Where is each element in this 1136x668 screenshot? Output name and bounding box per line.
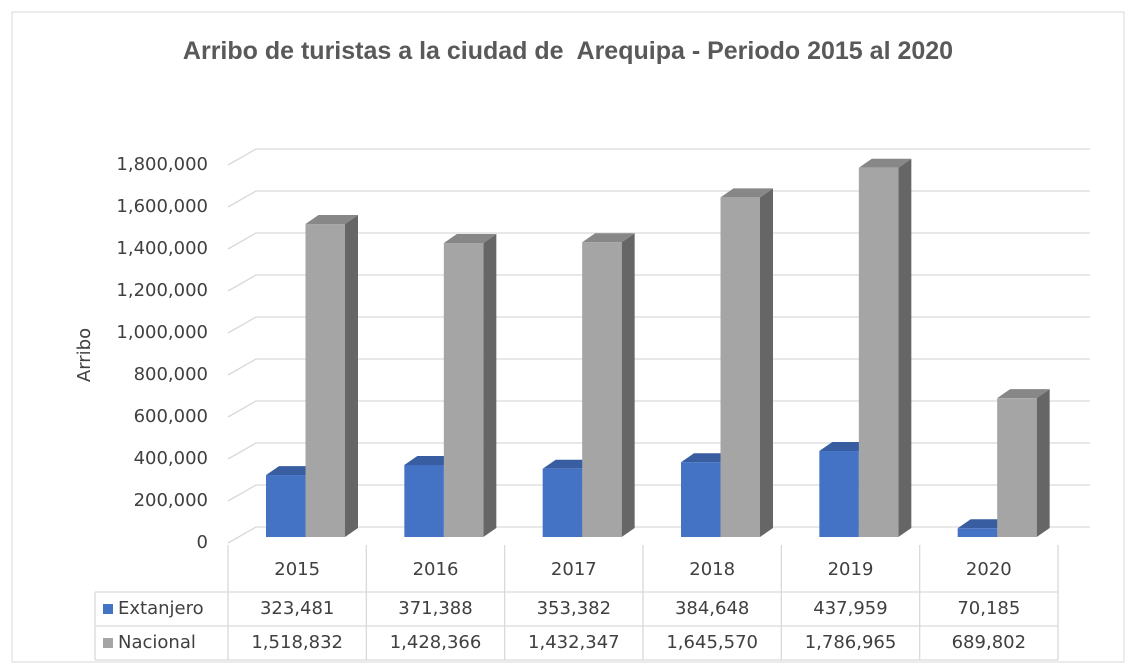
bar-top [720, 188, 773, 198]
bar [858, 167, 899, 537]
bar-top [443, 234, 497, 244]
y-tick-label: 200,000 [134, 490, 208, 511]
table-value: 1,428,366 [390, 632, 482, 653]
chart-title: Arribo de turistas a la ciudad de Arequi… [182, 37, 954, 65]
y-tick-label: 0 [197, 532, 208, 553]
bar-top [305, 215, 358, 225]
table-value: 1,645,570 [666, 632, 758, 653]
bar-side [898, 158, 912, 537]
bar-top [266, 466, 319, 476]
y-tick-label: 1,600,000 [116, 196, 208, 217]
bar-top [542, 459, 596, 469]
x-tick-label: 2018 [689, 559, 735, 580]
grid-line [227, 400, 1090, 418]
bar [997, 398, 1037, 537]
bar-top [957, 519, 1011, 529]
x-tick-label: 2020 [966, 559, 1012, 580]
bar-side [621, 233, 635, 537]
table-value: 384,648 [675, 598, 749, 619]
y-tick-label: 400,000 [134, 448, 208, 469]
bar-top [997, 389, 1050, 399]
bar-top [819, 442, 872, 452]
x-tick-label: 2017 [551, 559, 597, 580]
legend-label: Extanjero [118, 598, 204, 619]
table-value: 1,786,965 [805, 632, 897, 653]
y-tick-label: 1,200,000 [116, 280, 208, 301]
table-value: 1,518,832 [251, 632, 343, 653]
bar [582, 242, 622, 537]
bar-side [345, 215, 358, 537]
grid-line [227, 148, 1090, 166]
grid-line [227, 274, 1090, 292]
bar [266, 475, 306, 537]
bar-side [760, 188, 773, 537]
x-tick-label: 2019 [828, 559, 874, 580]
bar-top [858, 158, 912, 168]
y-tick-label: 1,000,000 [116, 322, 208, 343]
grid-line [227, 442, 1090, 460]
grid-line [227, 232, 1090, 250]
table-value: 1,432,347 [528, 632, 620, 653]
table-value: 689,802 [952, 632, 1026, 653]
grid-line [227, 526, 1090, 544]
table-value: 323,481 [260, 598, 334, 619]
bar-top [404, 456, 457, 466]
legend-swatch [103, 604, 113, 614]
bar-side [483, 234, 497, 537]
bar-side [1036, 389, 1050, 537]
table-value: 437,959 [813, 598, 887, 619]
x-tick-label: 2015 [274, 559, 320, 580]
legend-label: Nacional [118, 632, 196, 653]
bar [819, 451, 859, 537]
bar [443, 243, 484, 537]
y-axis-title: Arribo [74, 328, 95, 382]
legend-swatch [103, 638, 113, 648]
y-tick-label: 800,000 [134, 364, 208, 385]
y-tick-label: 1,800,000 [116, 154, 208, 175]
bar [720, 197, 760, 537]
table-value: 371,388 [398, 598, 472, 619]
bar [542, 468, 583, 537]
y-tick-label: 1,400,000 [116, 238, 208, 259]
grid-line [227, 358, 1090, 376]
bar [404, 465, 444, 537]
x-tick-label: 2016 [413, 559, 459, 580]
bar-top [681, 453, 734, 463]
chart-border [11, 11, 1125, 663]
bar [305, 224, 345, 537]
y-tick-label: 600,000 [134, 406, 208, 427]
grid-line [227, 190, 1090, 208]
bar [957, 528, 998, 537]
grid-line [227, 316, 1090, 334]
grid-line [227, 484, 1090, 502]
table-value: 353,382 [537, 598, 611, 619]
bar-top [582, 233, 635, 243]
table-value: 70,185 [957, 598, 1020, 619]
bar [681, 462, 721, 537]
